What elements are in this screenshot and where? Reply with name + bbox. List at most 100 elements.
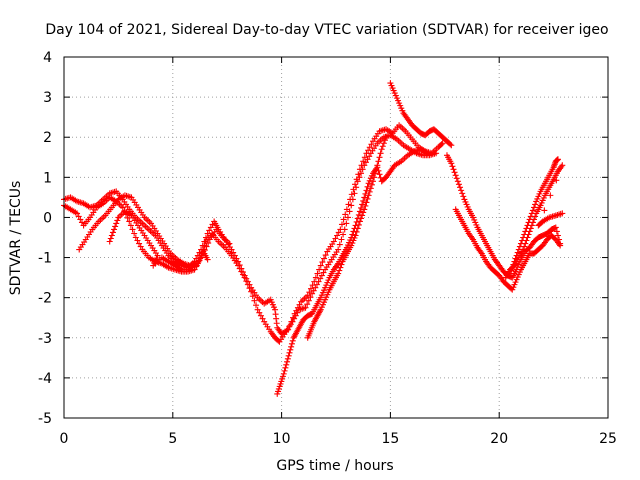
data-point bbox=[209, 221, 216, 228]
data-point bbox=[319, 259, 326, 266]
data-point bbox=[334, 232, 341, 239]
data-point bbox=[453, 175, 460, 182]
series-track-F bbox=[304, 134, 390, 341]
data-point bbox=[337, 264, 344, 271]
data-point bbox=[383, 134, 390, 141]
data-point bbox=[338, 221, 345, 228]
y-tick-label: -5 bbox=[38, 411, 52, 427]
data-point bbox=[315, 278, 322, 285]
data-point bbox=[113, 220, 120, 227]
data-point bbox=[205, 240, 212, 247]
data-point bbox=[510, 263, 517, 270]
data-point bbox=[108, 232, 115, 239]
data-point bbox=[454, 178, 461, 185]
data-point bbox=[377, 150, 384, 157]
data-point bbox=[376, 154, 383, 161]
y-tick-label: 0 bbox=[43, 210, 52, 226]
data-point bbox=[132, 234, 139, 241]
data-point bbox=[126, 218, 133, 225]
data-point bbox=[362, 202, 369, 209]
data-point bbox=[281, 367, 288, 374]
data-point bbox=[373, 166, 380, 173]
data-point bbox=[360, 158, 367, 165]
data-point bbox=[358, 215, 365, 222]
data-point bbox=[346, 208, 353, 215]
y-tick-label: -2 bbox=[38, 291, 52, 307]
data-point bbox=[361, 206, 368, 213]
data-points bbox=[61, 80, 566, 397]
data-point bbox=[335, 246, 342, 253]
data-point bbox=[559, 162, 566, 169]
series-track-H bbox=[443, 152, 564, 281]
data-point bbox=[343, 220, 350, 227]
data-point bbox=[310, 287, 317, 294]
data-point bbox=[367, 185, 374, 192]
data-point bbox=[241, 274, 248, 281]
data-point bbox=[355, 171, 362, 178]
data-point bbox=[253, 302, 260, 309]
data-point bbox=[259, 315, 266, 322]
x-tick-label: 25 bbox=[599, 431, 617, 447]
data-point bbox=[206, 227, 213, 234]
data-point bbox=[78, 219, 85, 226]
data-point bbox=[460, 193, 467, 200]
data-point bbox=[294, 309, 301, 316]
series-track-I bbox=[452, 206, 564, 293]
data-point bbox=[528, 222, 535, 229]
data-point bbox=[520, 246, 527, 253]
data-point bbox=[316, 266, 323, 273]
y-tick-label: 3 bbox=[43, 90, 52, 106]
data-point bbox=[345, 201, 352, 208]
data-point bbox=[364, 156, 371, 163]
data-point bbox=[379, 143, 386, 150]
data-point bbox=[356, 174, 363, 181]
data-point bbox=[322, 252, 329, 259]
data-point bbox=[557, 242, 564, 249]
data-point bbox=[368, 181, 375, 188]
data-point bbox=[238, 268, 245, 275]
data-point bbox=[559, 210, 566, 217]
data-point bbox=[204, 256, 211, 263]
data-point bbox=[340, 231, 347, 238]
data-point bbox=[459, 190, 466, 197]
data-point bbox=[354, 225, 361, 232]
data-point bbox=[282, 364, 289, 371]
data-point bbox=[449, 163, 456, 170]
data-point bbox=[348, 191, 355, 198]
data-point bbox=[239, 271, 246, 278]
y-tick-label: -4 bbox=[38, 371, 52, 387]
data-point bbox=[287, 346, 294, 353]
data-point bbox=[359, 201, 366, 208]
data-point bbox=[372, 170, 379, 177]
series-track-K bbox=[502, 162, 566, 281]
data-point bbox=[246, 285, 253, 292]
data-point bbox=[547, 192, 554, 199]
data-point bbox=[292, 312, 299, 319]
data-point bbox=[330, 238, 337, 245]
data-point bbox=[341, 226, 348, 233]
data-point bbox=[524, 234, 531, 241]
data-point bbox=[358, 204, 365, 211]
y-tick-label: 4 bbox=[43, 50, 52, 66]
data-point bbox=[359, 212, 366, 219]
x-axis-label: GPS time / hours bbox=[276, 458, 393, 474]
data-point bbox=[284, 355, 291, 362]
data-point bbox=[523, 237, 530, 244]
data-point bbox=[364, 195, 371, 202]
data-point bbox=[353, 228, 360, 235]
data-point bbox=[244, 281, 251, 288]
data-point bbox=[195, 259, 202, 266]
data-point bbox=[119, 204, 126, 211]
data-point bbox=[368, 141, 375, 148]
data-point bbox=[256, 309, 263, 316]
plot-frame bbox=[63, 56, 609, 419]
data-point bbox=[529, 219, 536, 226]
data-point bbox=[336, 241, 343, 248]
data-point bbox=[378, 146, 385, 153]
data-point bbox=[448, 160, 455, 167]
data-point bbox=[304, 301, 311, 308]
data-point bbox=[320, 269, 327, 276]
series-track-B bbox=[61, 132, 440, 345]
data-point bbox=[136, 240, 143, 247]
